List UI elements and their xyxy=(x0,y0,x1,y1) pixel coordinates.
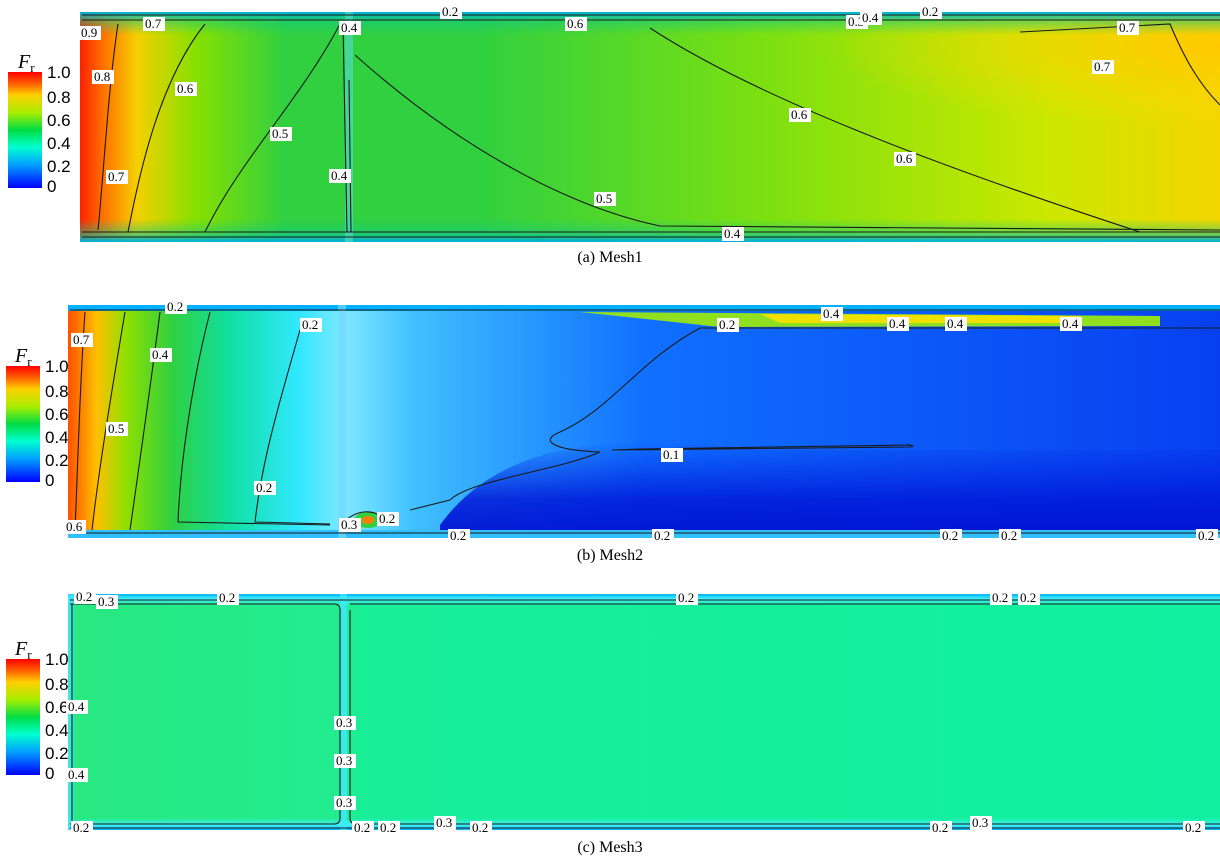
contour-label: 0.4 xyxy=(68,699,85,714)
colorbar-gradient xyxy=(6,659,40,775)
contour-label: 0.2 xyxy=(992,590,1008,605)
colorbar-tick: 0.6 xyxy=(47,111,71,130)
contour-field-mesh2 xyxy=(68,305,1220,538)
contour-label: 0.3 xyxy=(336,753,352,768)
colorbar-tick: 0.8 xyxy=(47,88,71,107)
colorbar-tick: 1.0 xyxy=(45,650,69,669)
contour-label: 0.2 xyxy=(654,528,670,543)
colorbar-tick: 0.6 xyxy=(45,405,69,424)
panel-caption-mesh2: (b) Mesh2 xyxy=(577,547,643,564)
contour-label: 0.2 xyxy=(922,4,938,19)
contour-label: 0.2 xyxy=(442,4,458,19)
contour-label: 0.3 xyxy=(341,517,357,532)
contour-label: 0.3 xyxy=(336,715,352,730)
colorbar-tick: 0.4 xyxy=(45,428,69,447)
contour-label: 0.7 xyxy=(1094,59,1111,74)
colorbar-tick: 1.0 xyxy=(45,357,69,376)
colorbar-tick: 0 xyxy=(47,177,56,196)
contour-label: 0.4 xyxy=(331,168,348,183)
contour-label: 0.5 xyxy=(596,191,612,206)
contour-label: 0.2 xyxy=(678,590,694,605)
contour-labels-mesh3: 0.2 0.3 0.2 0.2 0.2 0.2 0.4 0.4 0.3 0.3 … xyxy=(66,589,1205,835)
contour-label: 0.6 xyxy=(177,81,194,96)
contour-label: 0.2 xyxy=(76,589,92,604)
panel-mesh2: Fr 1.0 0.8 0.6 0.4 0.2 0 xyxy=(6,299,1220,564)
colorbar-symbol: Fr xyxy=(17,51,35,75)
contour-label: 0.6 xyxy=(66,519,83,534)
contour-label: 0.4 xyxy=(1062,316,1079,331)
contour-label: 0.5 xyxy=(108,421,124,436)
contour-label: 0.6 xyxy=(791,107,808,122)
contour-label: 0.5 xyxy=(272,126,288,141)
panel-mesh3: Fr 1.0 0.8 0.6 0.4 0.2 0 0.2 0.3 0.2 xyxy=(6,589,1220,856)
colorbar-tick: 0.4 xyxy=(47,134,71,153)
contour-label: 0.3 xyxy=(98,594,114,609)
contour-label: 0.4 xyxy=(341,20,358,35)
colorbar-tick: 0.4 xyxy=(45,721,69,740)
colorbar-tick: 1.0 xyxy=(47,63,71,82)
contour-label: 0.3 xyxy=(436,815,452,830)
contour-label: 0.2 xyxy=(256,480,272,495)
contour-label: 0.7 xyxy=(108,169,125,184)
contour-label: 0.4 xyxy=(889,316,906,331)
contour-label: 0.7 xyxy=(1119,20,1136,35)
colorbar-mesh2: Fr 1.0 0.8 0.6 0.4 0.2 0 xyxy=(6,345,69,490)
contour-label: 0.2 xyxy=(219,590,235,605)
contour-label: 0.7 xyxy=(73,332,90,347)
contour-label: 0.4 xyxy=(947,316,964,331)
contour-label: 0.2 xyxy=(1185,820,1201,835)
contour-label: 0.2 xyxy=(1198,528,1214,543)
colorbar-gradient xyxy=(8,72,42,188)
panel-caption-mesh3: (c) Mesh3 xyxy=(577,839,642,856)
colorbar-tick: 0.2 xyxy=(45,744,69,763)
contour-label: 0.1 xyxy=(663,447,679,462)
colorbar-tick: 0.8 xyxy=(45,675,69,694)
colorbar-symbol: Fr xyxy=(14,638,32,662)
colorbar-tick: 0.6 xyxy=(45,698,69,717)
contour-label: 0.2 xyxy=(719,317,735,332)
colorbar-tick: 0 xyxy=(45,471,54,490)
panel-mesh1: Fr 1.0 0.8 0.6 0.4 0.2 0 xyxy=(8,4,1220,266)
contour-label: 0.2 xyxy=(472,820,488,835)
contour-label: 0.2 xyxy=(942,528,958,543)
contour-labels-mesh1: 0.9 0.8 0.7 0.7 0.6 0.5 0.4 0.4 0.2 0.6 … xyxy=(79,4,1139,241)
contour-label: 0.4 xyxy=(68,767,85,782)
contour-label: 0.8 xyxy=(94,69,110,84)
contour-labels-mesh2: 0.2 0.7 0.4 0.5 0.6 0.2 0.2 0.3 0.2 0.2 … xyxy=(64,299,1218,543)
contour-label: 0.6 xyxy=(896,151,913,166)
colorbar-tick: 0.2 xyxy=(47,157,71,176)
contour-label: 0.9 xyxy=(81,25,97,40)
contour-label: 0.2 xyxy=(379,511,395,526)
colorbar-mesh3: Fr 1.0 0.8 0.6 0.4 0.2 0 xyxy=(6,638,69,783)
contour-label: 0.3 xyxy=(972,815,988,830)
contour-field-mesh3 xyxy=(68,594,1220,830)
colorbar-mesh1: Fr 1.0 0.8 0.6 0.4 0.2 0 xyxy=(8,51,71,196)
contour-label: 0.4 xyxy=(152,347,169,362)
contour-label: 0.3 xyxy=(336,795,352,810)
contour-field-mesh1 xyxy=(80,12,1220,242)
contour-label: 0.2 xyxy=(167,299,183,314)
colorbar-gradient xyxy=(6,366,40,482)
contour-label: 0.4 xyxy=(724,226,741,241)
contour-label: 0.2 xyxy=(1020,590,1036,605)
contour-label: 0.2 xyxy=(380,820,396,835)
colorbar-tick: 0.8 xyxy=(45,382,69,401)
colorbar-symbol: Fr xyxy=(14,345,32,369)
contour-label: 0.2 xyxy=(354,820,370,835)
contour-label: 0.4 xyxy=(823,306,840,321)
colorbar-tick: 0.2 xyxy=(45,451,69,470)
panel-caption-mesh1: (a) Mesh1 xyxy=(577,249,642,266)
contour-label: 0.2 xyxy=(1001,528,1017,543)
contour-label: 0.7 xyxy=(145,16,162,31)
contour-label: 0.6 xyxy=(567,16,584,31)
colorbar-tick: 0 xyxy=(45,764,54,783)
contour-label: 0.2 xyxy=(302,317,318,332)
contour-label: 0.2 xyxy=(73,820,89,835)
contour-label: 0.2 xyxy=(932,820,948,835)
contour-label: 0.4 xyxy=(862,10,879,25)
contour-label: 0.2 xyxy=(450,528,466,543)
